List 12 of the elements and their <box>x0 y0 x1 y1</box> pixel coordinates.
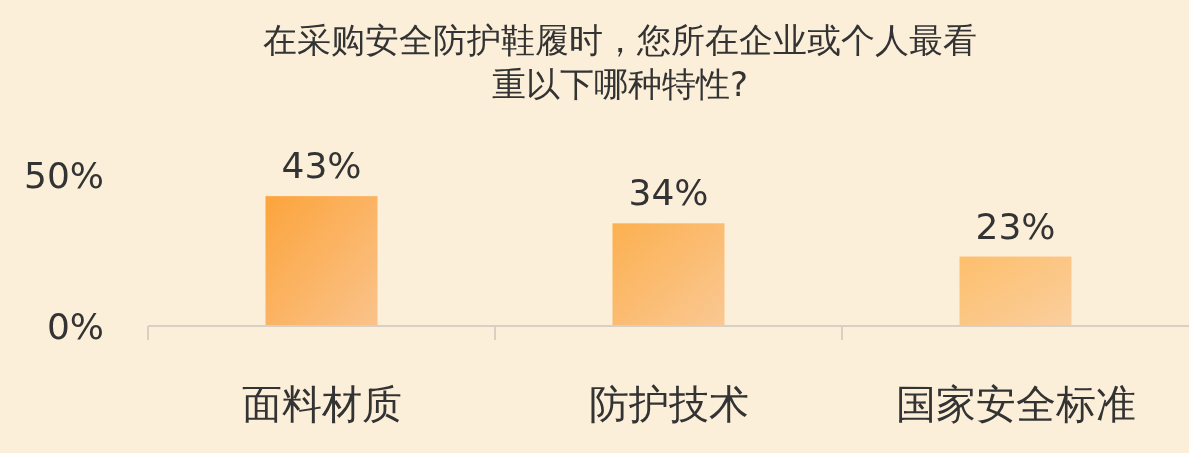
data-label: 23% <box>975 205 1056 247</box>
y-tick-label: 50% <box>23 154 104 196</box>
chart-title: 在采购安全防护鞋履时，您所在企业或个人最看重以下哪种特性? <box>263 20 977 104</box>
data-label: 43% <box>281 145 362 187</box>
x-tick-label: 面料材质 <box>241 381 402 427</box>
bar <box>959 256 1072 326</box>
data-label: 34% <box>628 172 709 214</box>
x-tick-label: 防护技术 <box>588 381 749 427</box>
x-tick-label: 国家安全标准 <box>895 381 1136 427</box>
y-tick-label: 0% <box>46 305 104 347</box>
bar <box>265 196 378 326</box>
bar <box>612 223 725 326</box>
